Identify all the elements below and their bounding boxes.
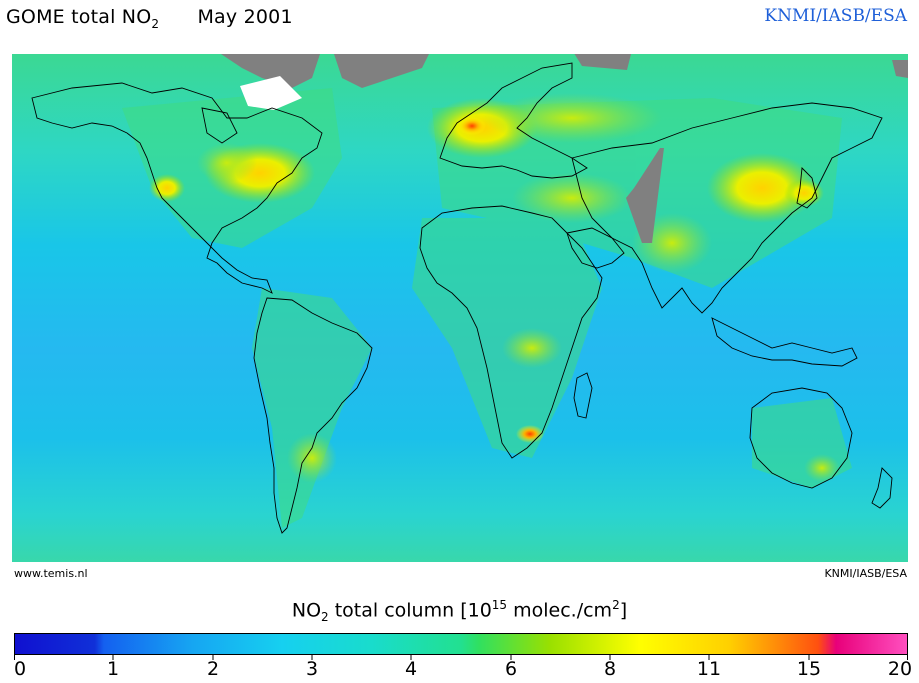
- colorbar-title-c: molec./cm: [507, 599, 613, 622]
- colorbar-title-sub: 2: [321, 610, 329, 625]
- colorbar-title-a: NO: [291, 599, 322, 622]
- hotspot-south-america: [287, 433, 337, 483]
- no-data-greenland: [332, 48, 432, 88]
- colorbar-tick-label: 1: [106, 658, 120, 680]
- map-title: GOME total NO2 May 2001: [6, 6, 293, 31]
- coast-europe: [439, 62, 588, 179]
- colorbar-ticks: [14, 655, 908, 660]
- hotspot-africa-central: [502, 328, 562, 368]
- coast-south-america: [253, 297, 373, 534]
- coast-japan: [796, 167, 818, 209]
- hotspot-australia: [804, 454, 840, 482]
- colorbar-tick-label: 8: [603, 658, 617, 680]
- no-data-arctic-east: [572, 50, 632, 70]
- coast-australia: [749, 387, 853, 489]
- hotspot-russia: [482, 93, 662, 143]
- colorbar-fill: [14, 633, 908, 655]
- coast-new-zealand: [871, 467, 893, 509]
- coast-africa: [419, 205, 603, 459]
- colorbar-tick-label: 0: [13, 658, 27, 680]
- watermark-right: KNMI/IASB/ESA: [824, 567, 907, 580]
- colorbar-title-sup2: 2: [612, 598, 620, 612]
- colorbar-tick-label: 2: [206, 658, 220, 680]
- colorbar-tick-label: 4: [404, 658, 418, 680]
- hotspot-us-midwest: [197, 143, 257, 183]
- colorbar-tick-label: 15: [796, 658, 822, 680]
- colorbar-title-sup: 15: [491, 598, 508, 612]
- title-date: May 2001: [197, 6, 293, 28]
- colorbar-tick-label: 3: [305, 658, 319, 680]
- coast-north-america: [31, 82, 323, 294]
- colorbar-tick-label: 11: [696, 658, 722, 680]
- world-map: [12, 48, 908, 568]
- title-subscript: 2: [151, 16, 160, 31]
- hotspot-middle-east: [512, 173, 632, 223]
- world-map-svg: [12, 48, 908, 568]
- no-data-canada-arctic: [212, 48, 322, 88]
- no-data-areas: [212, 48, 908, 243]
- coast-hudson-bay: [201, 107, 238, 144]
- coastlines: [31, 62, 893, 534]
- colorbar-title-b: total column [10: [328, 599, 492, 622]
- colorbar-labels: 0 1 2 3 4 6 8 11 15 20: [13, 658, 912, 682]
- hotspot-japan: [784, 179, 824, 207]
- credit-top: KNMI/IASB/ESA: [764, 6, 907, 26]
- hotspot-china: [707, 153, 817, 223]
- hotspots: [149, 93, 840, 483]
- coast-arabia: [566, 227, 625, 269]
- no-data-arctic-far: [892, 60, 908, 78]
- unsampled-areas: [12, 48, 908, 568]
- colorbar-tick-label: 20: [887, 658, 913, 680]
- coast-southeast-asia: [711, 317, 858, 367]
- watermark-left: www.temis.nl: [14, 567, 88, 580]
- hotspot-netherlands: [458, 117, 486, 135]
- coast-madagascar: [573, 372, 593, 419]
- hotspot-south-africa: [516, 425, 544, 443]
- colorbar-title: NO2 total column [1015 molec./cm2]: [0, 598, 919, 624]
- coast-asia: [571, 102, 883, 314]
- colorbar-title-d: ]: [619, 599, 628, 622]
- colorbar-tick-label: 6: [504, 658, 518, 680]
- no-data-himalaya: [626, 148, 664, 243]
- hotspot-us-west: [149, 174, 185, 202]
- colorbar: [14, 633, 908, 655]
- title-prefix: GOME total NO: [6, 6, 152, 28]
